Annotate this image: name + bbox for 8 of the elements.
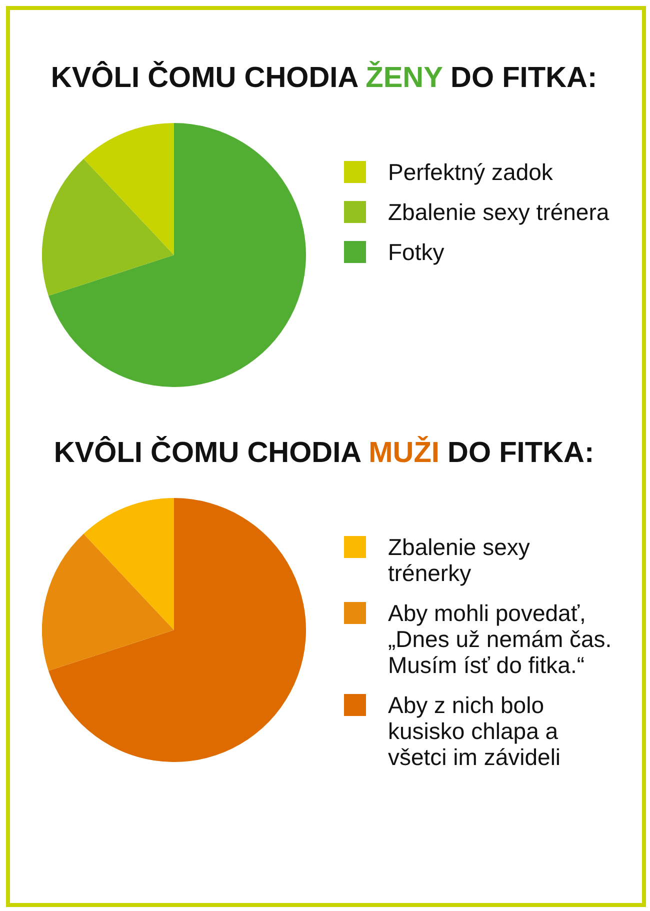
legend-label: Zbalenie sexy trénera bbox=[388, 199, 610, 225]
legend-label: Perfektný zadok bbox=[388, 159, 553, 185]
legend-label: Aby z nich bolo kusisko chlapa a všetci im závideli bbox=[388, 692, 562, 770]
legend-label: Fotky bbox=[388, 239, 444, 265]
legend-label: Aby mohli povedať, „Dnes už nemám čas. Musím ísť do fitka.“ bbox=[388, 600, 613, 678]
chart-title: KVÔLI ČOMU CHODIA ŽENY DO FITKA: bbox=[50, 62, 598, 94]
chart-title: KVÔLI ČOMU CHODIA MUŽI DO FITKA: bbox=[54, 437, 594, 469]
legend-label: Zbalenie sexy trénerky bbox=[388, 534, 531, 586]
